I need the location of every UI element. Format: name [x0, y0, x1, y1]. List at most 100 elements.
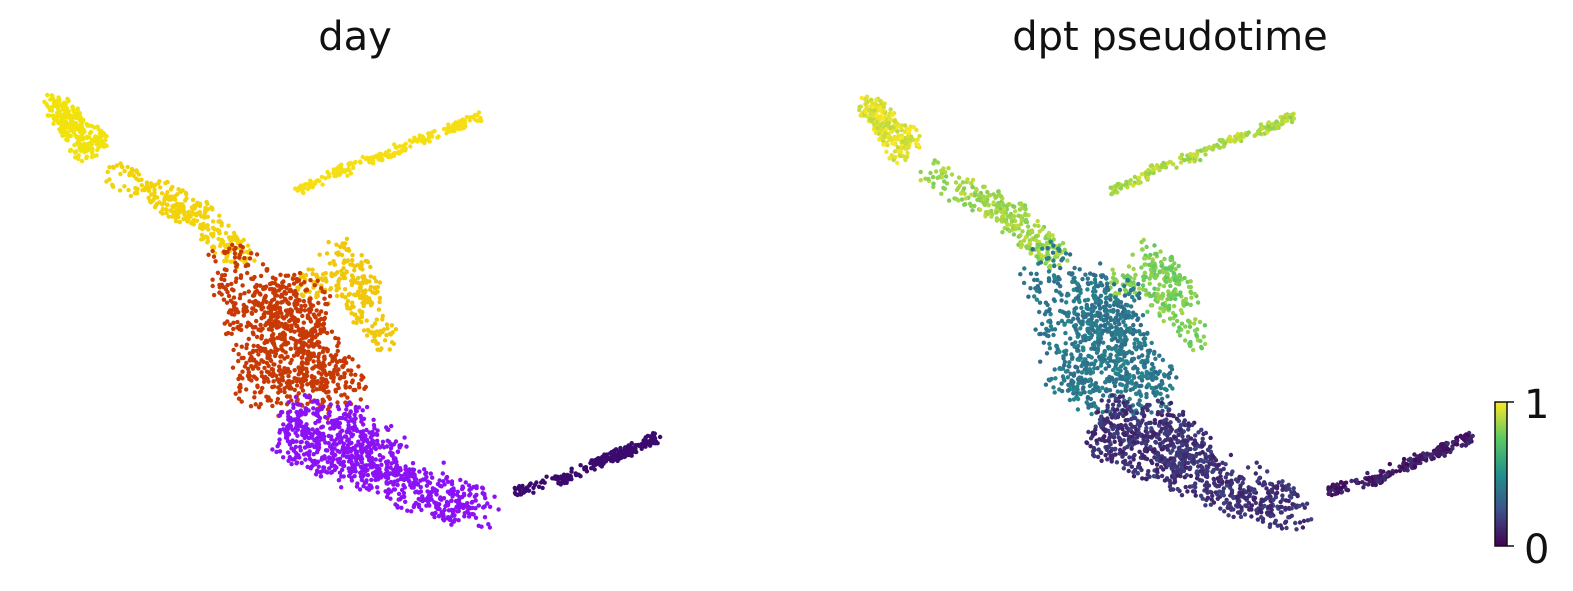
- scatter-point: [1171, 322, 1176, 327]
- scatter-point: [301, 274, 307, 280]
- scatter-point: [965, 177, 970, 182]
- scatter-point: [73, 120, 79, 126]
- scatter-point: [237, 255, 242, 260]
- scatter-point: [1239, 133, 1244, 138]
- scatter-point: [1137, 398, 1142, 403]
- scatter-point: [427, 139, 432, 144]
- scatter-point: [294, 451, 299, 456]
- scatter-point: [391, 480, 396, 486]
- scatter-point: [956, 198, 961, 203]
- scatter-point: [254, 252, 260, 257]
- scatter-point: [874, 97, 879, 103]
- scatter-point: [1126, 264, 1132, 269]
- scatter-point: [331, 374, 336, 380]
- scatter-point: [126, 187, 131, 193]
- scatter-point: [1057, 349, 1062, 354]
- scatter-point: [573, 472, 579, 478]
- scatter-point: [464, 503, 469, 508]
- scatter-point: [323, 448, 329, 453]
- scatter-point: [440, 513, 446, 518]
- scatter-point: [384, 332, 389, 338]
- scatter-point: [1104, 328, 1109, 333]
- scatter-point: [410, 461, 416, 466]
- scatter-point: [341, 474, 346, 479]
- scatter-point: [203, 208, 208, 214]
- scatter-point: [1040, 226, 1045, 232]
- scatter-point: [1050, 250, 1056, 255]
- scatter-point: [1037, 309, 1042, 315]
- scatter-point: [293, 394, 299, 400]
- scatter-point: [360, 289, 365, 294]
- scatter-point: [389, 340, 395, 345]
- scatter-point: [317, 351, 322, 357]
- scatter-point: [454, 492, 460, 497]
- scatter-point: [318, 474, 324, 479]
- scatter-point: [1051, 258, 1056, 263]
- scatter-point: [215, 270, 221, 275]
- scatter-point: [346, 423, 351, 428]
- scatter-point: [245, 243, 251, 248]
- scatter-point: [1152, 243, 1157, 248]
- scatter-point: [1131, 266, 1136, 272]
- scatter-point: [1111, 271, 1117, 276]
- scatter-point: [996, 189, 1001, 194]
- scatter-point: [1147, 281, 1152, 286]
- scatter-point: [473, 515, 479, 520]
- scatter-point: [277, 306, 282, 311]
- scatter-point: [1018, 221, 1024, 227]
- scatter-point: [254, 288, 260, 294]
- scatter-point: [1123, 338, 1128, 344]
- panel-title-day: day: [318, 14, 392, 60]
- scatter-point: [304, 373, 309, 378]
- scatter-point: [416, 496, 421, 502]
- scatter-point: [332, 463, 337, 469]
- scatter-point: [336, 340, 341, 346]
- scatter-point: [892, 141, 897, 147]
- scatter-point: [158, 185, 163, 190]
- scatter-point: [458, 477, 463, 483]
- scatter-point: [309, 375, 315, 380]
- scatter-point: [320, 397, 325, 402]
- scatter-point: [278, 359, 283, 364]
- scatter-point: [393, 327, 399, 332]
- scatter-point: [348, 160, 353, 166]
- scatter-point: [254, 334, 260, 340]
- scatter-point: [315, 379, 320, 384]
- scatter-point: [932, 158, 937, 163]
- scatter-point: [1145, 354, 1151, 359]
- scatter-point: [1142, 336, 1148, 341]
- scatter-point: [390, 451, 395, 456]
- scatter-point: [1110, 275, 1116, 280]
- scatter-point: [232, 255, 238, 260]
- scatter-point: [316, 464, 321, 469]
- scatter-point: [1091, 307, 1096, 312]
- scatter-point: [321, 321, 326, 326]
- scatter-point: [352, 312, 357, 317]
- scatter-point: [206, 227, 211, 232]
- scatter-point: [1104, 300, 1109, 306]
- scatter-point: [1141, 332, 1147, 337]
- scatter-point: [335, 372, 340, 377]
- scatter-point: [105, 169, 110, 175]
- scatter-point: [1131, 310, 1136, 315]
- scatter-point: [331, 379, 336, 384]
- scatter-point: [1185, 318, 1191, 323]
- scatter-point: [252, 395, 257, 400]
- scatter-point: [1132, 345, 1137, 350]
- scatter-point: [302, 308, 308, 313]
- scatter-point: [879, 127, 884, 132]
- scatter-point: [316, 442, 322, 447]
- scatter-point: [364, 318, 369, 323]
- scatter-point: [283, 308, 289, 313]
- scatter-point: [943, 174, 949, 179]
- scatter-point: [260, 385, 265, 391]
- scatter-point: [1122, 352, 1127, 357]
- scatter-point: [360, 467, 365, 472]
- scatter-point: [441, 126, 447, 132]
- scatter-point: [1149, 293, 1154, 299]
- scatter-point: [391, 487, 397, 492]
- scatter-point: [1045, 246, 1050, 251]
- scatter-point: [451, 128, 456, 133]
- scatter-point: [365, 467, 370, 473]
- scatter-point: [45, 113, 50, 118]
